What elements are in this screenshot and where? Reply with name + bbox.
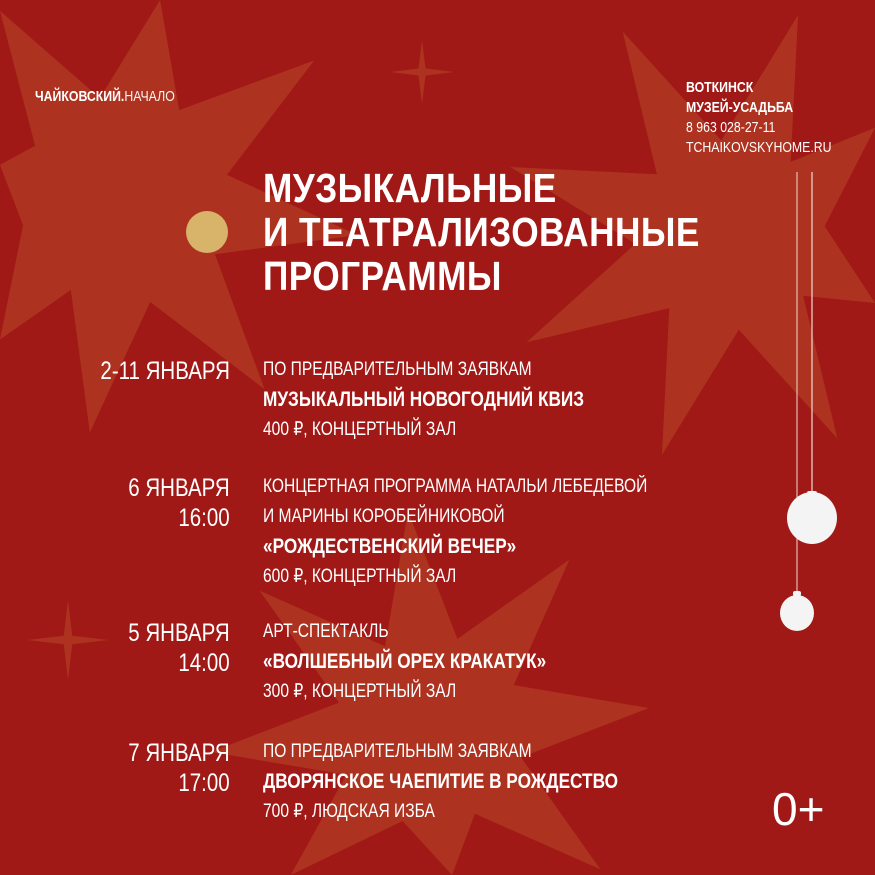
museum: МУЗЕЙ-УСАДЬБА [686, 99, 794, 116]
logo-light: НАЧАЛО [124, 88, 175, 105]
phone: 8 963 028-27-11 [686, 119, 776, 136]
event-name: МУЗЫКАЛЬНЫЙ НОВОГОДНИЙ КВИЗ [263, 388, 585, 411]
event-subtitle: ПО ПРЕДВАРИТЕЛЬНЫМ ЗАЯВКАМ [263, 741, 532, 762]
event-name: ДВОРЯНСКОЕ ЧАЕПИТИЕ В РОЖДЕСТВО [263, 770, 618, 793]
star-shape [28, 600, 108, 680]
event-date-block: 5 ЯНВАРЯ 14:00 [106, 618, 230, 678]
event-item: АРТ-СПЕКТАКЛЬ «ВОЛШЕБНЫЙ ОРЕХ КРАКАТУК» 30… [263, 617, 608, 707]
event-date: 2-11 ЯНВАРЯ [100, 357, 230, 385]
star-shape [0, 0, 358, 433]
event-name: «ВОЛШЕБНЫЙ ОРЕХ КРАКАТУК» [263, 650, 547, 673]
title-line: И ТЕАТРАЛИЗОВАННЫЕ [263, 209, 700, 255]
title-line: МУЗЫКАЛЬНЫЕ [263, 165, 557, 211]
event-date-block: 6 ЯНВАРЯ 16:00 [106, 473, 230, 533]
event-time: 14:00 [178, 649, 230, 677]
event-info: 300 ₽, КОНЦЕРТНЫЙ ЗАЛ [263, 681, 457, 702]
event-subtitle: ПО ПРЕДВАРИТЕЛЬНЫМ ЗАЯВКАМ [263, 359, 532, 380]
event-date-block: 2-11 ЯНВАРЯ [72, 356, 230, 386]
event-date-block: 7 ЯНВАРЯ 17:00 [106, 738, 230, 798]
event-subtitle: И МАРИНЫ КОРОБЕЙНИКОВОЙ [263, 506, 505, 527]
event-date: 7 ЯНВАРЯ [128, 739, 230, 767]
ornament-ball-large [787, 491, 837, 544]
website: TCHAIKOVSKYHOME.RU [686, 139, 832, 156]
brand-logo: ЧАЙКОВСКИЙ.НАЧАЛО [35, 88, 205, 105]
event-name: «РОЖДЕСТВЕНСКИЙ ВЕЧЕР» [263, 535, 517, 558]
logo-dot: . [120, 88, 125, 105]
event-time: 17:00 [178, 769, 230, 797]
event-item: ПО ПРЕДВАРИТЕЛЬНЫМ ЗАЯВКАМ ДВОРЯНСКОЕ ЧАЕ… [263, 737, 696, 827]
event-time: 16:00 [178, 504, 230, 532]
contact-block: ВОТКИНСК МУЗЕЙ-УСАДЬБА 8 963 028-27-11 T… [686, 78, 864, 158]
page-title: МУЗЫКАЛЬНЫЕ И ТЕАТРАЛИЗОВАННЫЕ ПРОГРАММЫ [263, 166, 771, 298]
star-shape [211, 511, 649, 875]
event-subtitle: КОНЦЕРТНАЯ ПРОГРАММА НАТАЛЬИ ЛЕБЕДЕВОЙ [263, 476, 648, 497]
ornament-ball-small [780, 591, 814, 631]
event-info: 600 ₽, КОНЦЕРТНЫЙ ЗАЛ [263, 566, 457, 587]
city: ВОТКИНСК [686, 79, 754, 96]
star-shape [390, 40, 454, 104]
event-item: КОНЦЕРТНАЯ ПРОГРАММА НАТАЛЬИ ЛЕБЕДЕВОЙ И … [263, 472, 732, 592]
event-subtitle: АРТ-СПЕКТАКЛЬ [263, 621, 389, 642]
event-info: 700 ₽, ЛЮДСКАЯ ИЗБА [263, 801, 435, 822]
age-rating: 0+ [772, 783, 825, 835]
star-shape [510, 15, 875, 455]
event-date: 5 ЯНВАРЯ [128, 619, 230, 647]
event-info: 400 ₽, КОНЦЕРТНЫЙ ЗАЛ [263, 419, 457, 440]
event-date: 6 ЯНВАРЯ [128, 474, 230, 502]
gold-dot [186, 211, 228, 253]
event-item: ПО ПРЕДВАРИТЕЛЬНЫМ ЗАЯВКАМ МУЗЫКАЛЬНЫЙ НО… [263, 355, 655, 445]
title-line: ПРОГРАММЫ [263, 253, 502, 299]
logo-bold: ЧАЙКОВСКИЙ [35, 88, 121, 105]
